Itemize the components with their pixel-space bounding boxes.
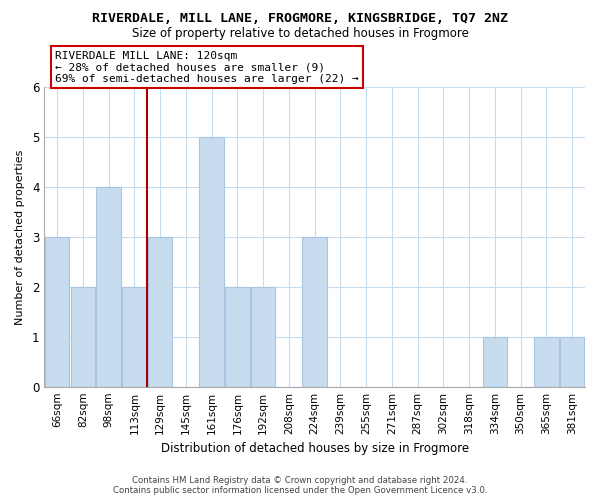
Bar xyxy=(45,237,70,386)
Bar xyxy=(534,336,559,386)
Bar xyxy=(122,287,146,386)
Y-axis label: Number of detached properties: Number of detached properties xyxy=(15,149,25,324)
Text: Size of property relative to detached houses in Frogmore: Size of property relative to detached ho… xyxy=(131,28,469,40)
Bar xyxy=(482,336,507,386)
Text: RIVERDALE MILL LANE: 120sqm
← 28% of detached houses are smaller (9)
69% of semi: RIVERDALE MILL LANE: 120sqm ← 28% of det… xyxy=(55,51,359,84)
Text: RIVERDALE, MILL LANE, FROGMORE, KINGSBRIDGE, TQ7 2NZ: RIVERDALE, MILL LANE, FROGMORE, KINGSBRI… xyxy=(92,12,508,26)
Bar xyxy=(148,237,172,386)
Bar xyxy=(302,237,327,386)
Bar xyxy=(225,287,250,386)
Bar xyxy=(199,137,224,386)
X-axis label: Distribution of detached houses by size in Frogmore: Distribution of detached houses by size … xyxy=(161,442,469,455)
Bar xyxy=(560,336,584,386)
Text: Contains HM Land Registry data © Crown copyright and database right 2024.
Contai: Contains HM Land Registry data © Crown c… xyxy=(113,476,487,495)
Bar xyxy=(251,287,275,386)
Bar xyxy=(97,187,121,386)
Bar xyxy=(71,287,95,386)
